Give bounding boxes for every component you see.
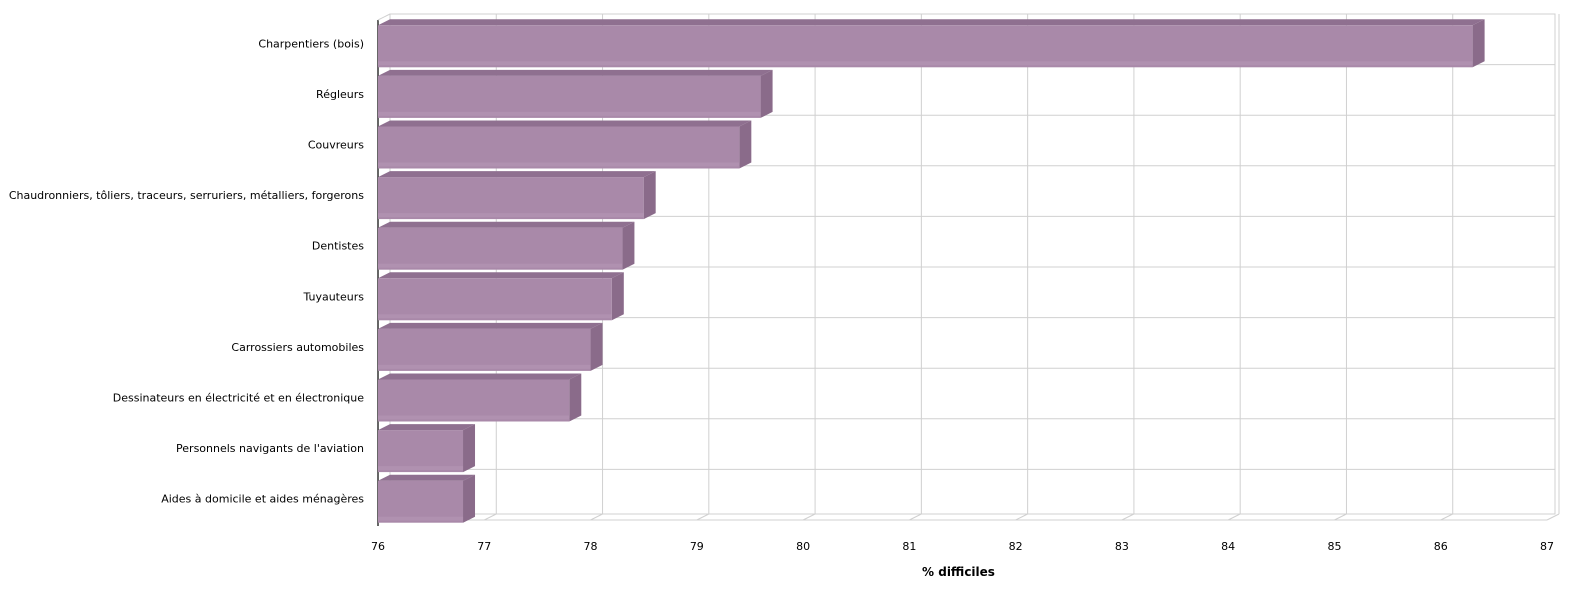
bar-top-face (378, 272, 624, 279)
floor-gridline (1015, 513, 1028, 521)
bar-front-face (378, 480, 464, 523)
bar-front-face (378, 75, 761, 118)
bar-front-face (378, 430, 464, 473)
bar (378, 171, 656, 220)
category-label: Charpentiers (bois) (258, 37, 364, 50)
bar (378, 373, 582, 422)
bar-highlight (378, 516, 464, 521)
bar-highlight (378, 314, 612, 319)
bar-top-face (378, 474, 476, 481)
bar (378, 19, 1485, 68)
category-label: Carrossiers automobiles (231, 341, 364, 354)
x-tick-label: 79 (690, 540, 704, 553)
bar-side-face (739, 120, 752, 169)
bar-highlight (378, 364, 591, 369)
bar-front-face (378, 379, 570, 422)
bar (378, 120, 752, 169)
x-tick-label: 77 (477, 540, 491, 553)
bar-side-face (760, 69, 773, 118)
bar-top-face (378, 19, 1485, 26)
bar-front-face (378, 227, 623, 270)
floor-gridline (590, 513, 603, 521)
bar-top-face (378, 322, 603, 329)
x-axis-title: % difficiles (922, 565, 995, 579)
category-label: Dentistes (312, 240, 364, 253)
bar-front-face (378, 126, 740, 169)
floor-gridline (802, 513, 816, 521)
floor-gridline (909, 513, 922, 521)
y-axis-depth-edge (377, 13, 391, 21)
bar-side-face (1472, 19, 1485, 68)
bar-highlight (378, 162, 740, 167)
bar-top-face (378, 373, 582, 380)
bar (378, 424, 476, 473)
floor-gridline (1546, 513, 1560, 521)
bar-highlight (378, 213, 644, 218)
floor-gridline (1440, 513, 1453, 521)
category-label: Dessinateurs en électricité et en électr… (113, 392, 364, 405)
category-label: Personnels navigants de l'aviation (176, 442, 364, 455)
x-tick-label: 81 (902, 540, 916, 553)
x-tick-labels: 76 77 78 79 80 81 82 83 84 85 86 87 (371, 540, 1554, 553)
bar-side-face (611, 272, 624, 321)
bar-top-face (378, 69, 773, 76)
bar-top-face (378, 120, 752, 127)
bar (378, 221, 635, 270)
floor-gridline (1227, 513, 1241, 521)
bar-top-face (378, 424, 476, 431)
bars-layer (378, 19, 1485, 523)
x-tick-label: 76 (371, 540, 385, 553)
bar-highlight (378, 263, 623, 268)
bar-side-face (569, 373, 582, 422)
bar-top-face (378, 171, 656, 178)
bar-side-face (463, 474, 476, 523)
x-tick-label: 84 (1221, 540, 1235, 553)
floor-gridline (1121, 513, 1135, 521)
bar-highlight (378, 415, 570, 420)
bar (378, 474, 476, 523)
bar-highlight (378, 61, 1473, 66)
x-tick-label: 82 (1009, 540, 1023, 553)
floor-gridline (696, 513, 710, 521)
bar-highlight (378, 111, 761, 116)
x-tick-label: 87 (1540, 540, 1554, 553)
bar (378, 322, 603, 371)
bar (378, 69, 773, 118)
bar-side-face (590, 322, 603, 371)
bar-front-face (378, 328, 591, 371)
category-label: Chaudronniers, tôliers, traceurs, serrur… (9, 189, 364, 202)
category-label: Tuyauteurs (302, 290, 364, 303)
x-tick-label: 80 (796, 540, 810, 553)
bar-side-face (463, 424, 476, 473)
category-label: Couvreurs (308, 139, 364, 152)
bar-side-face (622, 221, 635, 270)
bar-highlight (378, 466, 464, 471)
bar-front-face (378, 278, 612, 321)
category-labels: Charpentiers (bois) Régleurs Couvreurs Chau… (9, 37, 364, 505)
x-tick-label: 85 (1327, 540, 1341, 553)
bar-top-face (378, 221, 635, 228)
bar-front-face (378, 177, 644, 220)
floor-gridline (484, 513, 497, 521)
x-tick-label: 83 (1115, 540, 1129, 553)
category-label: Aides à domicile et aides ménagères (161, 493, 364, 506)
bar-front-face (378, 25, 1473, 68)
category-label: Régleurs (316, 88, 364, 101)
bar (378, 272, 624, 321)
bar-side-face (643, 171, 656, 220)
x-tick-label: 78 (584, 540, 598, 553)
x-tick-label: 86 (1434, 540, 1448, 553)
floor-gridline (1334, 513, 1347, 521)
